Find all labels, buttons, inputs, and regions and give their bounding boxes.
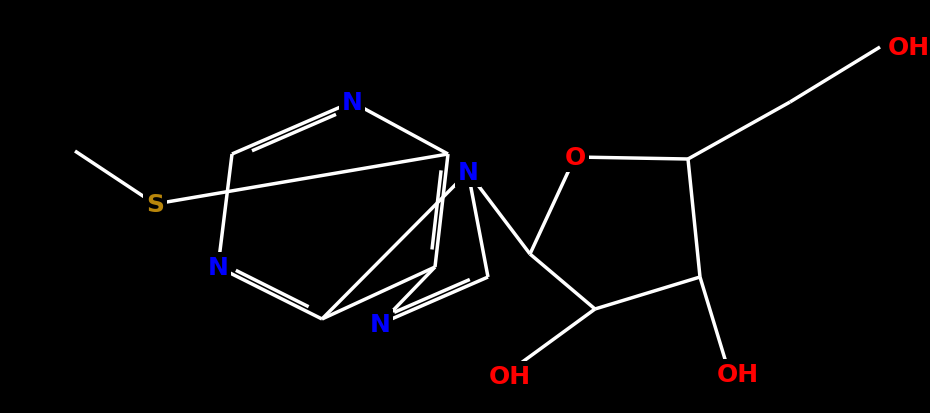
Text: N: N: [341, 91, 363, 115]
Text: OH: OH: [489, 364, 531, 388]
Text: O: O: [565, 146, 586, 170]
Text: N: N: [458, 161, 478, 185]
Text: OH: OH: [888, 36, 930, 60]
Text: S: S: [146, 192, 164, 216]
Text: N: N: [207, 255, 229, 279]
Text: OH: OH: [717, 362, 759, 386]
Text: N: N: [369, 312, 391, 336]
